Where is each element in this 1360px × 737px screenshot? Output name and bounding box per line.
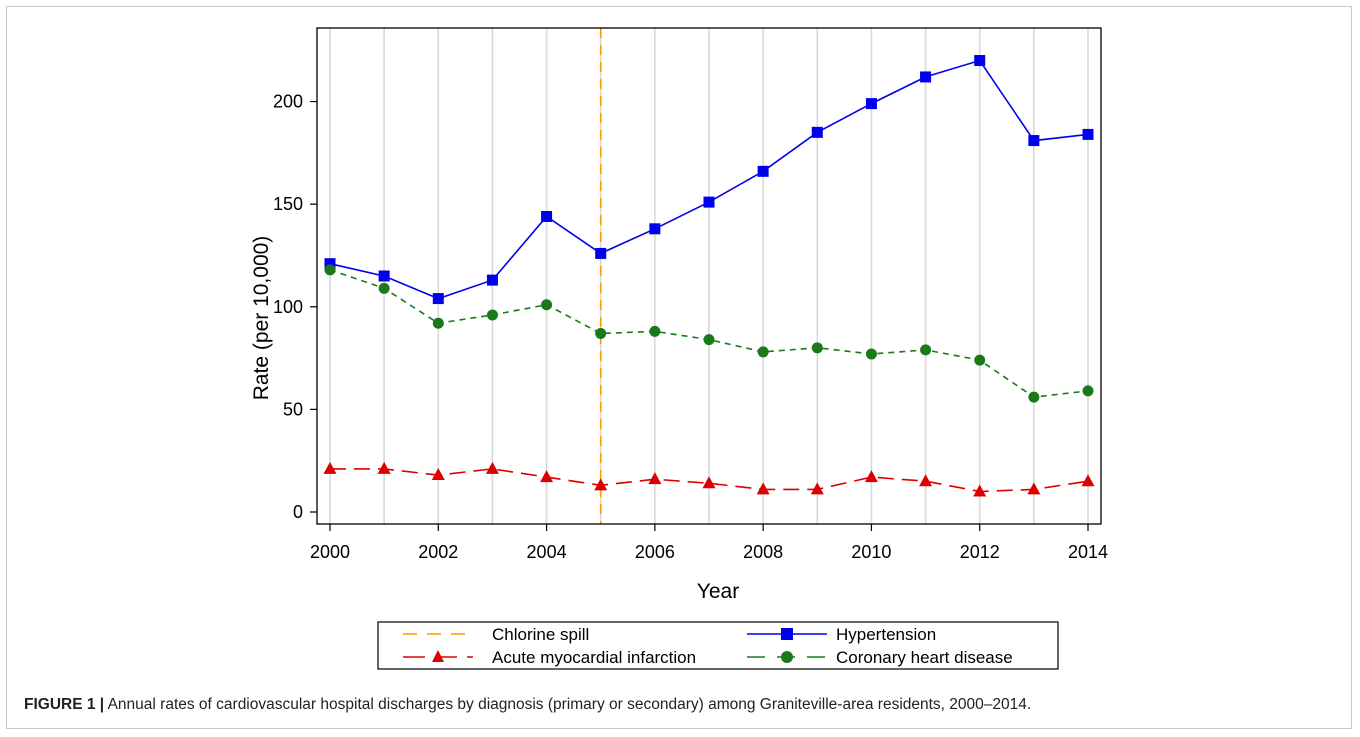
- data-point-acute-myocardial-infarction: [810, 482, 824, 495]
- data-point-coronary-heart-disease: [703, 334, 715, 346]
- data-point-hypertension: [649, 223, 661, 235]
- y-axis-label: Rate (per 10,000): [250, 236, 273, 401]
- data-point-coronary-heart-disease: [757, 346, 769, 358]
- data-point-acute-myocardial-infarction: [648, 472, 662, 485]
- y-tick-label: 100: [273, 297, 303, 317]
- data-point-acute-myocardial-infarction: [485, 461, 499, 474]
- y-tick-label: 150: [273, 194, 303, 214]
- y-tick-label: 200: [273, 92, 303, 112]
- y-axis-ticks: 0 50 100 150 200: [273, 92, 317, 522]
- x-axis-label: Year: [697, 580, 739, 603]
- data-point-hypertension: [432, 293, 444, 305]
- series-layer: [323, 55, 1095, 497]
- data-point-hypertension: [595, 247, 607, 259]
- legend-entry-coronary-heart-disease: Coronary heart disease: [747, 648, 1013, 667]
- data-point-hypertension: [486, 274, 498, 286]
- data-point-coronary-heart-disease: [432, 317, 444, 329]
- data-point-acute-myocardial-infarction: [756, 482, 770, 495]
- data-point-hypertension: [324, 258, 336, 270]
- data-point-acute-myocardial-infarction: [594, 478, 608, 491]
- legend-label-hypertension: Hypertension: [836, 625, 936, 644]
- data-point-hypertension: [920, 71, 932, 83]
- y-tick-label: 0: [293, 502, 303, 522]
- data-point-coronary-heart-disease: [1028, 391, 1040, 403]
- data-point-hypertension: [757, 165, 769, 177]
- x-tick-label: 2010: [851, 542, 891, 562]
- data-point-coronary-heart-disease: [974, 354, 986, 366]
- data-point-hypertension: [541, 210, 553, 222]
- data-point-coronary-heart-disease: [649, 325, 661, 337]
- data-point-hypertension: [378, 270, 390, 282]
- y-tick-label: 50: [283, 399, 303, 419]
- legend-triangle-marker: [432, 650, 444, 662]
- data-point-acute-myocardial-infarction: [431, 468, 445, 481]
- series-hypertension: [324, 55, 1094, 305]
- data-point-coronary-heart-disease: [541, 299, 553, 311]
- figure-label: FIGURE 1 |: [24, 696, 105, 713]
- x-tick-label: 2004: [527, 542, 567, 562]
- figure-caption-text: Annual rates of cardiovascular hospital …: [104, 696, 1032, 713]
- legend-entry-hypertension: Hypertension: [747, 625, 936, 644]
- figure-caption: FIGURE 1 | Annual rates of cardiovascula…: [24, 696, 1031, 714]
- series-acute-myocardial-infarction: [323, 461, 1095, 497]
- x-tick-label: 2000: [310, 542, 350, 562]
- series-coronary-heart-disease: [324, 264, 1094, 403]
- data-point-acute-myocardial-infarction: [1081, 474, 1095, 487]
- legend-label-chlorine-spill: Chlorine spill: [492, 625, 589, 644]
- data-point-coronary-heart-disease: [486, 309, 498, 321]
- data-point-coronary-heart-disease: [865, 348, 877, 360]
- data-point-coronary-heart-disease: [920, 344, 932, 356]
- legend-square-marker: [781, 628, 793, 640]
- x-axis-ticks: 2000 2002 2004 2006 2008 2010 2012 2014: [310, 524, 1108, 562]
- data-point-coronary-heart-disease: [378, 282, 390, 294]
- x-tick-label: 2014: [1068, 542, 1108, 562]
- series-line-acute-myocardial-infarction: [330, 468, 1089, 493]
- data-point-coronary-heart-disease: [811, 342, 823, 354]
- legend-label-coronary-heart-disease: Coronary heart disease: [836, 648, 1013, 667]
- data-point-hypertension: [974, 55, 986, 67]
- data-point-acute-myocardial-infarction: [702, 476, 716, 489]
- data-point-acute-myocardial-infarction: [973, 484, 987, 497]
- legend-entry-acute-myocardial-infarction: Acute myocardial infarction: [403, 648, 696, 667]
- x-tick-label: 2006: [635, 542, 675, 562]
- figure-frame: [6, 6, 1352, 729]
- legend: Chlorine spill Hypertension Acute myocar…: [377, 621, 1059, 670]
- data-point-coronary-heart-disease: [1082, 385, 1094, 397]
- data-point-hypertension: [865, 98, 877, 110]
- data-point-hypertension: [811, 126, 823, 138]
- plot-area-border: [316, 27, 1102, 525]
- data-point-hypertension: [1028, 135, 1040, 147]
- data-point-acute-myocardial-infarction: [919, 474, 933, 487]
- grid-lines: [329, 28, 1089, 524]
- data-point-coronary-heart-disease: [595, 327, 607, 339]
- data-point-acute-myocardial-infarction: [864, 470, 878, 483]
- data-point-hypertension: [1082, 128, 1094, 140]
- x-tick-label: 2012: [960, 542, 1000, 562]
- x-tick-label: 2002: [418, 542, 458, 562]
- legend-box: [377, 621, 1059, 670]
- data-point-acute-myocardial-infarction: [1027, 482, 1041, 495]
- data-point-acute-myocardial-infarction: [377, 461, 391, 474]
- legend-entry-chlorine-spill: Chlorine spill: [403, 625, 589, 644]
- legend-circle-marker: [781, 651, 793, 663]
- data-point-coronary-heart-disease: [324, 264, 336, 276]
- legend-label-acute-myocardial-infarction: Acute myocardial infarction: [492, 648, 696, 667]
- data-point-acute-myocardial-infarction: [323, 461, 337, 474]
- data-point-hypertension: [703, 196, 715, 208]
- x-tick-label: 2008: [743, 542, 783, 562]
- data-point-acute-myocardial-infarction: [540, 470, 554, 483]
